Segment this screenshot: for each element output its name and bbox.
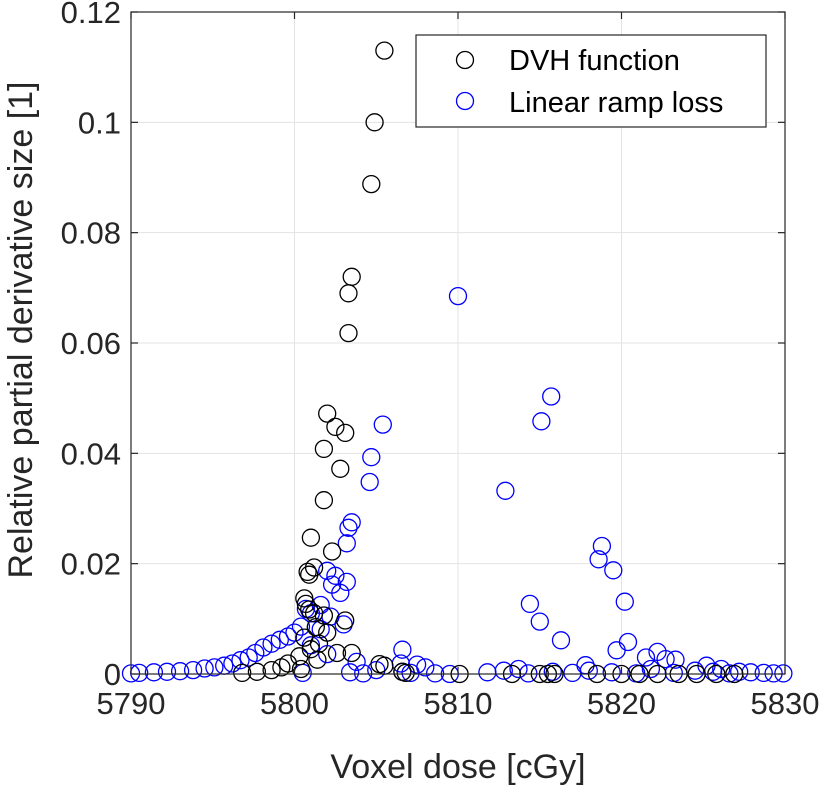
data-point-dvh-function [326, 417, 345, 437]
y-tick-label: 0.08 [61, 216, 121, 251]
data-point-linear-ramp-loss [270, 630, 289, 649]
data-point-dvh-function [314, 439, 334, 459]
data-point-linear-ramp-loss [448, 286, 468, 306]
data-point-linear-ramp-loss [401, 663, 420, 683]
data-point-linear-ramp-loss [337, 572, 356, 592]
data-point-dvh-function [365, 113, 384, 132]
data-point-linear-ramp-loss [530, 612, 549, 631]
data-point-linear-ramp-loss [754, 663, 773, 683]
data-point-dvh-function [298, 562, 317, 582]
data-point-linear-ramp-loss [195, 659, 214, 678]
data-point-linear-ramp-loss [183, 660, 203, 680]
data-point-linear-ramp-loss [532, 412, 551, 431]
data-point-dvh-function [272, 658, 291, 677]
data-point-dvh-function [339, 284, 358, 303]
data-point-dvh-function [308, 650, 327, 669]
x-tick-label: 5800 [260, 686, 329, 721]
data-point-linear-ramp-loss [666, 650, 685, 669]
x-tick-label: 5810 [424, 686, 493, 721]
data-point-linear-ramp-loss [231, 651, 250, 670]
data-point-linear-ramp-loss [592, 536, 612, 556]
data-point-linear-ramp-loss [205, 658, 224, 677]
data-point-dvh-function [375, 41, 394, 60]
data-point-dvh-function [290, 647, 309, 666]
y-tick-label: 0.02 [61, 547, 121, 582]
data-point-linear-ramp-loss [360, 472, 379, 492]
data-point-dvh-function [336, 611, 355, 630]
data-point-dvh-function [247, 662, 267, 681]
data-point-linear-ramp-loss [347, 652, 366, 672]
legend-label-linear-ramp-loss: Linear ramp loss [509, 87, 723, 119]
y-tick-label: 0.1 [78, 105, 121, 140]
data-point-linear-ramp-loss [656, 649, 675, 669]
data-point-dvh-function [327, 643, 347, 663]
y-axis-label: Relative partial derivative size [1] [2, 81, 40, 578]
data-point-linear-ramp-loss [246, 643, 265, 663]
data-point-dvh-function [322, 542, 342, 561]
data-point-linear-ramp-loss [542, 387, 561, 406]
data-point-linear-ramp-loss [239, 648, 258, 667]
data-point-dvh-function [300, 565, 319, 584]
y-tick-label: 0.04 [61, 436, 121, 471]
data-point-linear-ramp-loss [157, 662, 177, 681]
data-point-linear-ramp-loss [607, 641, 626, 660]
y-tick-label: 0 [104, 657, 121, 692]
data-point-linear-ramp-loss [262, 634, 281, 653]
legend-marker-linear-ramp-loss [455, 91, 475, 111]
data-point-dvh-function [291, 659, 311, 679]
data-point-linear-ramp-loss [331, 583, 350, 603]
data-point-linear-ramp-loss [520, 594, 540, 614]
data-point-dvh-function [396, 663, 415, 683]
data-point-dvh-function [314, 491, 334, 510]
data-point-linear-ramp-loss [551, 631, 571, 650]
data-point-linear-ramp-loss [340, 663, 360, 682]
y-tick-label: 0.06 [61, 326, 121, 361]
x-tick-label: 5820 [587, 686, 656, 721]
data-point-linear-ramp-loss [144, 663, 164, 682]
data-point-dvh-function [362, 174, 381, 194]
data-point-linear-ramp-loss [604, 561, 623, 580]
data-point-linear-ramp-loss [362, 448, 381, 467]
data-point-dvh-function [233, 663, 252, 683]
data-point-linear-ramp-loss [339, 518, 358, 537]
data-point-linear-ramp-loss [393, 640, 412, 659]
data-point-linear-ramp-loss [563, 663, 582, 683]
data-point-dvh-function [331, 459, 350, 478]
data-point-linear-ramp-loss [641, 659, 661, 679]
legend-label-dvh-function: DVH function [509, 45, 680, 77]
data-point-linear-ramp-loss [326, 566, 345, 585]
data-point-linear-ramp-loss [589, 550, 608, 569]
data-point-dvh-function [301, 528, 321, 547]
data-point-linear-ramp-loss [509, 659, 528, 679]
x-axis-label: Voxel dose [cGy] [330, 748, 585, 786]
data-point-linear-ramp-loss [496, 481, 515, 500]
axis-ticks: 5790 5800 5810 5820 5830 0 0.02 0.04 0.06 0.08 0.1… [61, 0, 820, 721]
data-point-linear-ramp-loss [291, 617, 311, 636]
data-point-linear-ramp-loss [712, 659, 731, 679]
data-point-dvh-function [262, 660, 281, 680]
data-point-linear-ramp-loss [478, 663, 497, 682]
data-point-dvh-function [301, 640, 321, 659]
data-point-linear-ramp-loss [223, 654, 242, 673]
data-point-linear-ramp-loss [337, 534, 356, 553]
data-point-linear-ramp-loss [602, 663, 621, 682]
data-point-linear-ramp-loss [373, 415, 392, 434]
x-tick-label: 5830 [751, 686, 820, 721]
legend: DVH function Linear ramp loss [415, 34, 767, 128]
data-point-dvh-function [339, 323, 358, 343]
legend-box [415, 34, 767, 128]
data-point-linear-ramp-loss [636, 648, 656, 667]
legend-marker-dvh-function [455, 50, 475, 70]
data-point-dvh-function [304, 604, 324, 623]
data-point-linear-ramp-loss [342, 513, 361, 532]
data-point-dvh-function [342, 643, 361, 663]
x-tick-label: 5790 [97, 686, 166, 721]
data-point-dvh-function [336, 423, 355, 443]
data-point-linear-ramp-loss [615, 592, 634, 611]
y-tick-label: 0.12 [61, 0, 121, 30]
data-point-dvh-function [318, 404, 337, 423]
data-point-linear-ramp-loss [170, 662, 190, 681]
